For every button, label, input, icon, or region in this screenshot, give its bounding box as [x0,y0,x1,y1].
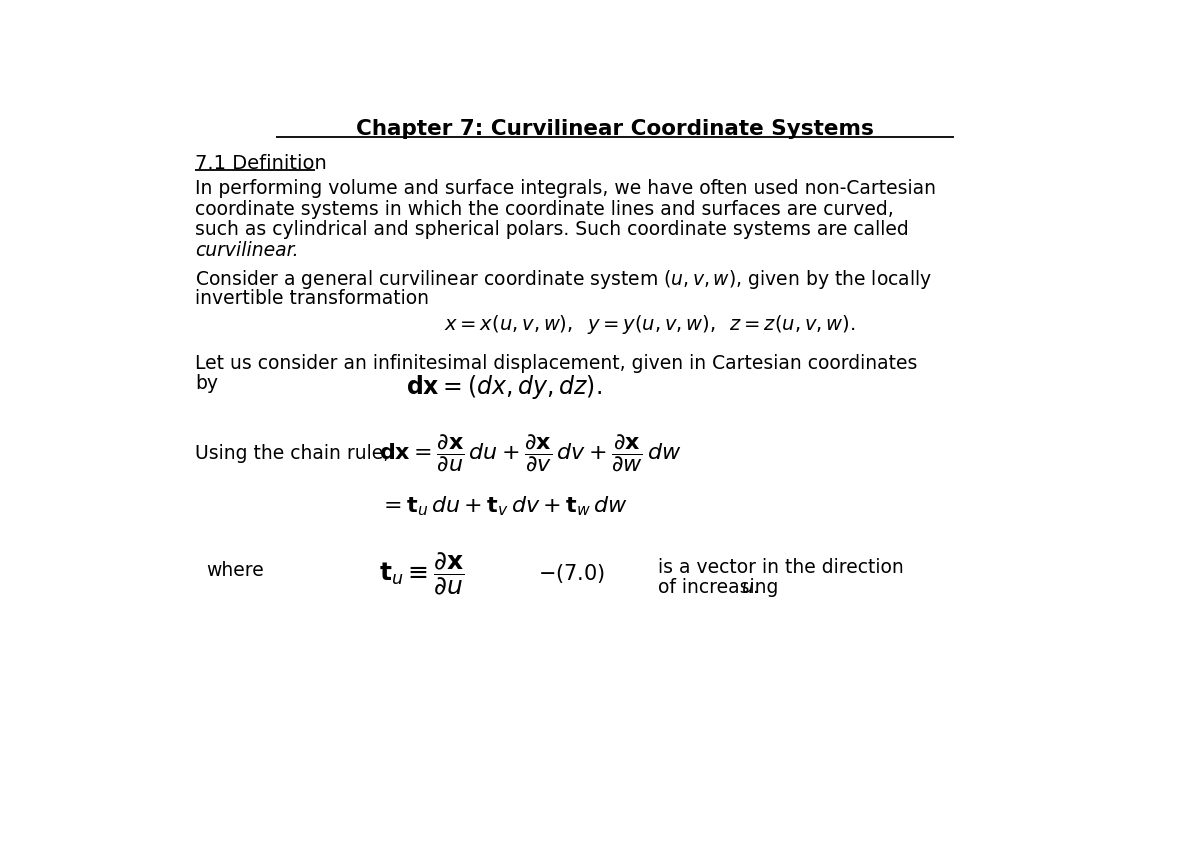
Text: by: by [194,374,218,393]
Text: $x = x(u, v, w), \;\; y = y(u, v, w), \;\; z = z(u, v, w).$: $x = x(u, v, w), \;\; y = y(u, v, w), \;… [444,313,856,336]
Text: In performing volume and surface integrals, we have often used non-Cartesian: In performing volume and surface integra… [194,179,936,198]
Text: Chapter 7: Curvilinear Coordinate Systems: Chapter 7: Curvilinear Coordinate System… [356,119,874,139]
Text: Using the chain rule,: Using the chain rule, [194,444,389,463]
Text: such as cylindrical and spherical polars. Such coordinate systems are called: such as cylindrical and spherical polars… [194,220,908,239]
Text: where: where [206,561,264,580]
Text: $\mathbf{dx} = (dx, dy, dz).$: $\mathbf{dx} = (dx, dy, dz).$ [406,373,601,401]
Text: $\mathbf{t}_u \equiv \dfrac{\partial \mathbf{x}}{\partial u}$: $\mathbf{t}_u \equiv \dfrac{\partial \ma… [379,550,464,597]
Text: invertible transformation: invertible transformation [194,289,428,308]
Text: Let us consider an infinitesimal displacement, given in Cartesian coordinates: Let us consider an infinitesimal displac… [194,354,917,372]
Text: $-(7.0)$: $-(7.0)$ [538,562,605,585]
Text: is a vector in the direction: is a vector in the direction [658,558,904,577]
Text: 7.1 Definition: 7.1 Definition [194,154,326,173]
Text: coordinate systems in which the coordinate lines and surfaces are curved,: coordinate systems in which the coordina… [194,199,894,219]
Text: Consider a general curvilinear coordinate system $(u, v, w)$, given by the local: Consider a general curvilinear coordinat… [194,268,932,291]
Text: $u.$: $u.$ [740,578,758,597]
Text: of increasing: of increasing [658,578,784,597]
Text: $= \mathbf{t}_u\,du + \mathbf{t}_v\,dv + \mathbf{t}_w\,dw$: $= \mathbf{t}_u\,du + \mathbf{t}_v\,dv +… [379,494,628,518]
Text: curvilinear.: curvilinear. [194,241,299,260]
Text: $\mathbf{dx} = \dfrac{\partial \mathbf{x}}{\partial u}\,du + \dfrac{\partial \ma: $\mathbf{dx} = \dfrac{\partial \mathbf{x… [379,432,682,474]
